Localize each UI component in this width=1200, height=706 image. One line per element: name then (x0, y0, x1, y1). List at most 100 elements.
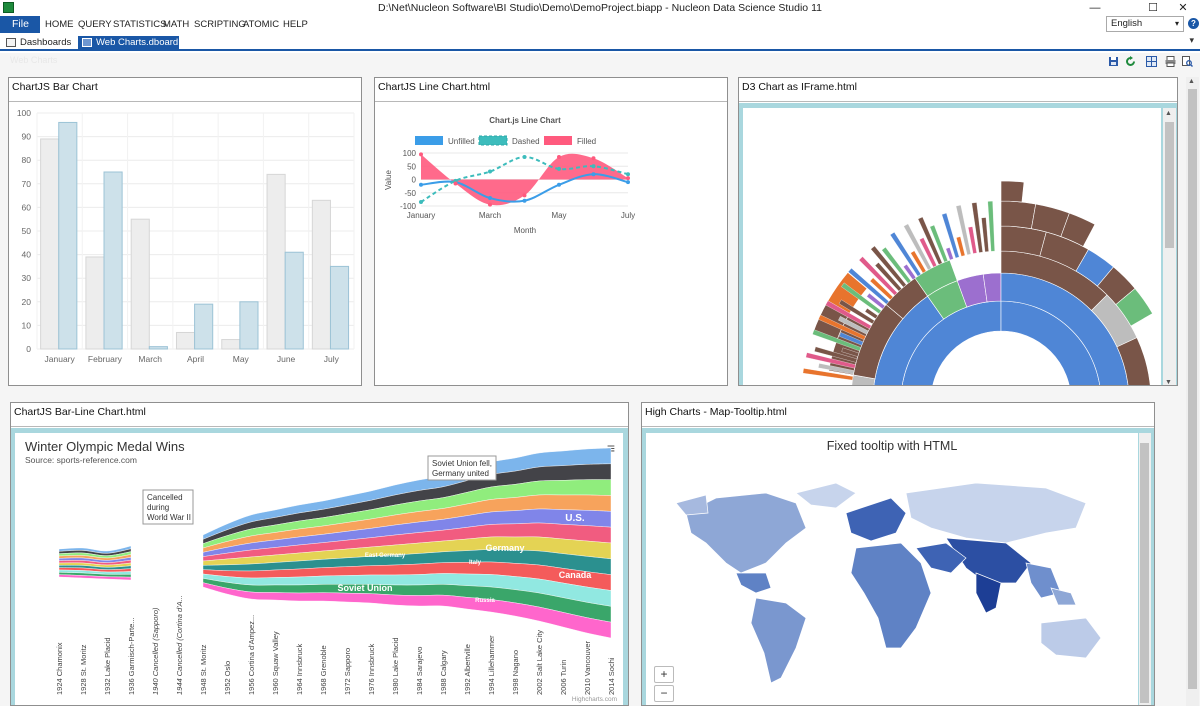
sunburst-segment (802, 368, 854, 381)
x-tick-label: 1952 Oslo (223, 661, 232, 695)
y-axis-label: Value (384, 170, 393, 190)
menu-bar: File HOME QUERY STATISTICS MATH SCRIPTIN… (0, 16, 1200, 33)
x-tick-label: April (187, 354, 204, 364)
menu-math[interactable]: MATH (163, 19, 190, 30)
sunburst-segment (870, 245, 907, 288)
data-point (419, 152, 423, 157)
data-point (522, 198, 527, 203)
zoom-out-button[interactable]: − (654, 685, 674, 702)
x-tick-label: 1984 Sarajevo (415, 647, 424, 695)
bar (175, 331, 196, 350)
bar (284, 251, 304, 350)
menu-atomic[interactable]: ATOMIC (243, 19, 280, 30)
legend-swatch (415, 136, 443, 145)
panel-line-chart: ChartJS Line Chart.html Chart.js Line Ch… (374, 77, 728, 386)
bar (130, 218, 150, 350)
help-icon[interactable]: ? (1188, 18, 1199, 29)
sunburst-segment (889, 231, 922, 277)
tab-web-charts[interactable]: Web Charts.dboard ✕ (78, 36, 179, 62)
sunburst-segment (917, 216, 943, 265)
world-map: Fixed tooltip with HTML (675, 439, 1102, 684)
iframe-frame: ▲ ▼ (739, 103, 1177, 385)
bar (329, 265, 350, 350)
dashboard-title: Web Charts (10, 55, 58, 65)
x-tick-label: 1992 Albertville (463, 644, 472, 695)
line-chart: Chart.js Line Chart Unfilled Dashed Filled 1… (384, 116, 635, 235)
x-tick-label: 1956 Cortina d'Ampez... (247, 615, 256, 695)
x-tick-label: 1944 Cancelled (Cortina d'A... (175, 595, 184, 695)
chart-title: Chart.js Line Chart (489, 116, 561, 125)
sunburst-segment (858, 256, 898, 296)
data-point (591, 172, 596, 177)
scrollbar-thumb[interactable] (1165, 122, 1174, 248)
panel-map: High Charts - Map-Tooltip.html Fixed too… (641, 402, 1155, 706)
sunburst-segment (838, 299, 875, 324)
close-window-button[interactable]: ✕ (1178, 2, 1188, 14)
scroll-up-icon[interactable]: ▲ (1188, 78, 1195, 85)
bar (311, 199, 331, 350)
sunburst-segment (864, 308, 878, 319)
language-value: English (1111, 18, 1143, 29)
series-label: Russia (475, 598, 495, 604)
refresh-icon[interactable] (1125, 56, 1136, 67)
map-region (1040, 617, 1102, 659)
sunburst-segment (910, 250, 927, 274)
y-tick-label: 50 (407, 162, 416, 171)
map-region (905, 482, 1087, 544)
menu-help[interactable]: HELP (283, 19, 308, 30)
annotation-box (427, 455, 497, 481)
data-point (453, 181, 458, 186)
vertical-scrollbar[interactable] (1139, 433, 1151, 705)
zoom-in-button[interactable]: + (654, 666, 674, 683)
language-select[interactable]: English ▾ (1106, 16, 1184, 32)
print-preview-icon[interactable] (1182, 56, 1193, 67)
scrollbar-thumb[interactable] (1140, 443, 1149, 703)
sunburst-segment (841, 347, 860, 357)
sunburst-segment (814, 346, 858, 363)
sunburst-segment (919, 237, 937, 268)
save-icon[interactable] (1108, 56, 1119, 67)
menu-statistics[interactable]: STATISTICS (113, 19, 167, 30)
file-menu-button[interactable]: File (0, 16, 40, 33)
maximize-button[interactable]: ☐ (1148, 2, 1158, 14)
tab-label: Web Charts.dboard (96, 37, 179, 48)
y-tick-label: 70 (22, 179, 32, 189)
tab-dashboards[interactable]: Dashboards (2, 36, 72, 51)
x-tick-label: 1936 Garmisch-Parte... (127, 617, 136, 695)
panel-d3-chart: D3 Chart as IFrame.html ▲ ▼ (738, 77, 1178, 386)
y-tick-label: -100 (400, 202, 417, 211)
sunburst-segment (968, 226, 977, 254)
scrollbar-thumb[interactable] (1188, 89, 1197, 689)
minimize-button[interactable]: — (1089, 2, 1101, 14)
sunburst-segment (945, 247, 954, 261)
menu-home[interactable]: HOME (45, 19, 74, 30)
y-tick-label: 100 (403, 149, 417, 158)
sunburst-segment (971, 202, 983, 253)
y-tick-label: 100 (17, 108, 31, 118)
annotation-box (142, 489, 194, 525)
chevron-down-icon: ▾ (1174, 19, 1179, 28)
x-tick-label: May (233, 354, 250, 364)
sunburst-segment (874, 262, 902, 292)
workspace-scrollbar[interactable]: ▲ (1186, 77, 1199, 706)
map-region (735, 572, 772, 594)
scroll-up-icon[interactable]: ▲ (1165, 110, 1172, 117)
bar (40, 138, 60, 350)
menu-query[interactable]: QUERY (78, 19, 112, 30)
menu-scripting[interactable]: SCRIPTING (194, 19, 246, 30)
scroll-down-icon[interactable]: ▼ (1165, 379, 1172, 385)
x-tick-label: January (45, 354, 76, 364)
vertical-scrollbar[interactable]: ▲ ▼ (1163, 108, 1176, 385)
print-icon[interactable] (1165, 56, 1176, 67)
x-tick-label: 1988 Calgary (439, 650, 448, 695)
sunburst-segment (903, 223, 932, 271)
tab-overflow-icon[interactable]: ▾ (1189, 35, 1194, 45)
panel-title: High Charts - Map-Tooltip.html (642, 403, 1154, 427)
layout-icon[interactable] (1146, 56, 1157, 67)
x-tick-label: 1976 Innsbruck (367, 643, 376, 695)
annotation-text: Soviet Union fell, (432, 459, 492, 468)
sunburst-segment (1000, 200, 1037, 230)
sunburst-segment (848, 268, 890, 305)
x-tick-label: 1924 Chamonix (55, 642, 64, 695)
series-label: Germany (485, 543, 524, 553)
